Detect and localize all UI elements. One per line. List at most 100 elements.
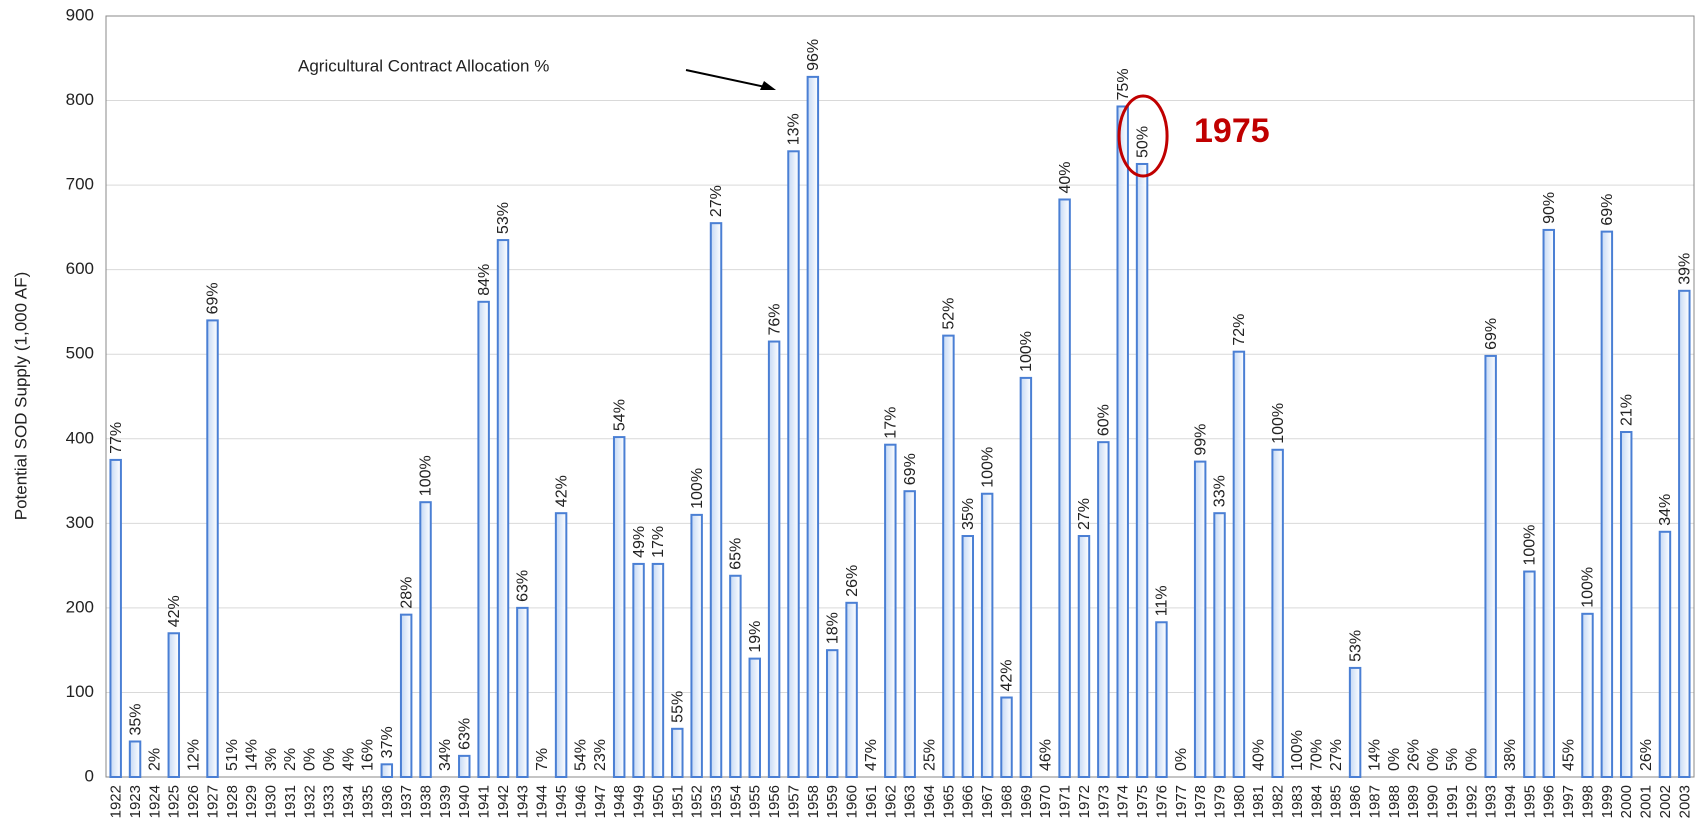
- allocation-label: 54%: [611, 399, 628, 431]
- allocation-label: 35%: [127, 703, 144, 735]
- x-tick-label: 1951: [669, 785, 686, 818]
- bar: [806, 75, 820, 778]
- bar: [496, 239, 510, 779]
- x-tick-label: 1925: [166, 785, 183, 818]
- x-tick-label: 1941: [476, 785, 493, 818]
- allocation-label: 76%: [766, 304, 783, 336]
- allocation-label: 27%: [708, 185, 725, 217]
- allocation-label: 27%: [1076, 498, 1093, 530]
- bar: [767, 340, 781, 778]
- x-tick-label: 1965: [940, 785, 957, 818]
- allocation-label: 40%: [1057, 161, 1074, 193]
- allocation-label: 16%: [360, 739, 377, 771]
- bar: [1348, 666, 1362, 779]
- x-tick-label: 1988: [1386, 785, 1403, 818]
- x-tick-label: 1946: [572, 785, 589, 818]
- allocation-label: 100%: [1270, 403, 1287, 444]
- x-tick-label: 1999: [1599, 785, 1616, 818]
- allocation-label: 2%: [282, 748, 299, 771]
- x-tick-label: 1944: [534, 785, 551, 818]
- bar: [729, 574, 742, 778]
- y-axis-title: Potential SOD Supply (1,000 AF): [11, 272, 30, 521]
- allocation-label: 90%: [1541, 192, 1558, 224]
- x-tick-label: 1984: [1308, 785, 1325, 818]
- allocation-label: 42%: [166, 595, 183, 627]
- allocation-label: 45%: [1560, 739, 1577, 771]
- bar: [419, 501, 432, 778]
- allocation-label: 34%: [437, 739, 454, 771]
- allocation-label: 2%: [147, 748, 164, 771]
- x-tick-label: 1940: [456, 785, 473, 818]
- allocation-label: 49%: [631, 526, 648, 558]
- allocation-label: 69%: [902, 453, 919, 485]
- y-tick-label: 600: [66, 259, 94, 278]
- x-tick-label: 1935: [359, 785, 376, 818]
- bar: [748, 657, 761, 778]
- allocation-label: 27%: [1328, 739, 1345, 771]
- bar: [942, 334, 955, 778]
- allocation-label: 34%: [1657, 494, 1674, 526]
- bar: [1116, 105, 1129, 779]
- allocation-label: 100%: [418, 455, 435, 496]
- arrow-head: [760, 81, 776, 90]
- x-tick-label: 1923: [127, 785, 144, 818]
- x-tick-label: 1978: [1192, 785, 1209, 818]
- allocation-label: 39%: [1677, 253, 1694, 285]
- allocation-label: 26%: [1638, 739, 1655, 771]
- allocation-label: 26%: [1405, 739, 1422, 771]
- bar: [1135, 162, 1149, 778]
- bar: [787, 150, 800, 779]
- x-tick-label: 2000: [1618, 785, 1635, 818]
- x-tick-label: 2003: [1676, 785, 1693, 818]
- annotation: 1975: [1194, 112, 1270, 150]
- x-tick-label: 1963: [902, 785, 919, 818]
- allocation-label: 13%: [786, 113, 803, 145]
- bar: [1097, 441, 1110, 778]
- bar: [1484, 354, 1497, 778]
- x-tick-label: 1953: [708, 785, 725, 818]
- x-tick-label: 1939: [437, 785, 454, 818]
- x-tick-label: 1959: [824, 785, 841, 818]
- allocation-label: 53%: [495, 202, 512, 234]
- bar: [477, 300, 490, 778]
- x-tick-label: 1969: [1018, 785, 1035, 818]
- allocation-label: 72%: [1231, 314, 1248, 346]
- bar: [1000, 696, 1013, 778]
- allocation-label: 77%: [108, 422, 125, 454]
- allocation-label: 25%: [921, 739, 938, 771]
- allocation-label: 100%: [689, 468, 706, 509]
- x-tick-label: 1937: [398, 785, 415, 818]
- bar: [1213, 512, 1226, 778]
- x-tick-label: 1971: [1057, 785, 1074, 818]
- allocation-label: 96%: [805, 39, 822, 71]
- bar: [845, 601, 858, 778]
- x-tick-label: 1957: [785, 785, 802, 818]
- bar: [167, 632, 181, 778]
- allocation-label: 5%: [1444, 748, 1461, 771]
- allocation-label: 0%: [1464, 748, 1481, 771]
- allocation-label: 17%: [883, 407, 900, 439]
- x-tick-label: 1975: [1134, 785, 1151, 818]
- x-tick-label: 1983: [1289, 785, 1306, 818]
- allocation-label: 55%: [670, 691, 687, 723]
- allocation-label: 0%: [321, 748, 338, 771]
- x-tick-label: 1967: [979, 785, 996, 818]
- allocation-label: 40%: [1250, 739, 1267, 771]
- allocation-label: 100%: [1580, 567, 1597, 608]
- x-tick-label: 1996: [1541, 785, 1558, 818]
- bar: [380, 763, 394, 778]
- y-tick-label: 500: [66, 344, 94, 363]
- x-tick-label: 1992: [1463, 785, 1480, 818]
- bar: [1019, 376, 1033, 778]
- x-tick-label: 1949: [631, 785, 648, 818]
- allocation-label: 21%: [1618, 394, 1635, 426]
- allocation-label: 0%: [1173, 748, 1190, 771]
- x-tick-label: 1968: [998, 785, 1015, 818]
- allocation-label: 100%: [979, 447, 996, 488]
- bar: [612, 436, 626, 778]
- allocation-label: 0%: [1386, 748, 1403, 771]
- x-tick-label: 1922: [108, 785, 125, 818]
- allocation-label: 17%: [650, 526, 667, 558]
- allocation-label: 100%: [1289, 730, 1306, 771]
